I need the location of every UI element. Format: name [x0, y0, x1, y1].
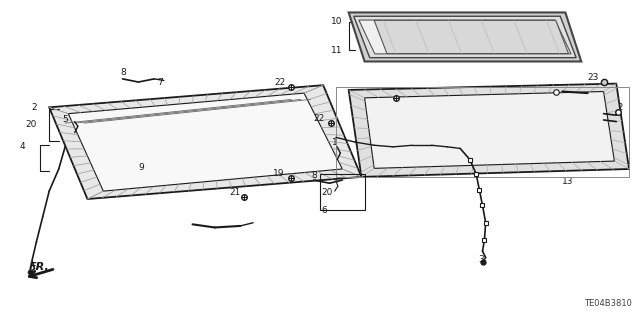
- Text: 15: 15: [379, 89, 390, 98]
- Polygon shape: [349, 84, 629, 177]
- Text: 10: 10: [331, 18, 342, 26]
- Text: 4: 4: [19, 142, 25, 151]
- Text: 14: 14: [451, 141, 462, 150]
- Text: 8: 8: [120, 68, 125, 77]
- Polygon shape: [68, 93, 342, 191]
- Text: 22: 22: [314, 114, 325, 123]
- Polygon shape: [365, 92, 614, 168]
- Polygon shape: [49, 85, 362, 199]
- Text: 21: 21: [229, 188, 241, 197]
- Text: TE04B3810: TE04B3810: [584, 299, 632, 308]
- Text: 3: 3: [478, 255, 484, 263]
- Text: 8: 8: [312, 171, 317, 180]
- Text: 12: 12: [613, 103, 625, 112]
- Text: 11: 11: [331, 46, 342, 55]
- Text: 19: 19: [273, 169, 285, 178]
- Text: 16: 16: [547, 84, 559, 93]
- Text: 17: 17: [582, 108, 594, 116]
- Text: 6: 6: [321, 206, 327, 215]
- Polygon shape: [354, 16, 576, 58]
- Polygon shape: [349, 12, 581, 62]
- Text: 2: 2: [31, 103, 37, 112]
- Text: 22: 22: [275, 78, 285, 86]
- Text: 20: 20: [321, 188, 333, 197]
- Text: 23: 23: [588, 73, 599, 82]
- Text: FR.: FR.: [29, 262, 50, 272]
- Text: 18: 18: [582, 115, 594, 124]
- Text: 5: 5: [63, 115, 68, 124]
- Text: 7: 7: [157, 78, 163, 86]
- Polygon shape: [359, 20, 571, 54]
- Polygon shape: [374, 20, 568, 54]
- Text: 20: 20: [26, 120, 37, 129]
- Text: 9: 9: [138, 163, 144, 172]
- Text: 13: 13: [562, 177, 573, 186]
- Text: 1: 1: [332, 137, 338, 147]
